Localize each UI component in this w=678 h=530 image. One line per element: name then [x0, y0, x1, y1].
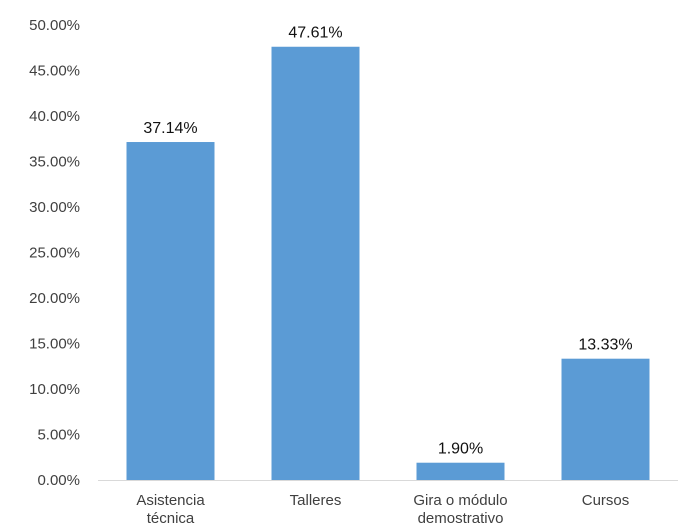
bars: [126, 46, 650, 481]
x-category-label: Gira o módulo: [413, 492, 507, 509]
data-labels: 37.14% 47.61% 1.90% 13.33%: [143, 25, 632, 458]
y-tick-label: 45.00%: [29, 63, 80, 80]
y-tick-label: 50.00%: [29, 17, 80, 34]
y-tick-label: 25.00%: [29, 245, 80, 262]
y-tick-label: 15.00%: [29, 336, 80, 353]
bar: [271, 46, 360, 481]
bar: [416, 462, 505, 480]
bar-value-label: 37.14%: [143, 120, 197, 137]
y-tick-label: 30.00%: [29, 199, 80, 216]
x-category-label: Talleres: [290, 492, 342, 509]
bar: [126, 142, 215, 480]
bar: [561, 358, 650, 480]
x-category-label: demostrativo: [418, 510, 504, 527]
y-tick-label: 20.00%: [29, 290, 80, 307]
bar-value-label: 13.33%: [578, 337, 632, 354]
x-category-label: Cursos: [582, 492, 630, 509]
y-tick-label: 5.00%: [37, 427, 80, 444]
bar-value-label: 1.90%: [438, 441, 483, 458]
bar-value-label: 47.61%: [288, 25, 342, 42]
x-category-label: técnica: [147, 510, 195, 527]
y-tick-label: 10.00%: [29, 381, 80, 398]
y-axis-tick-labels: 0.00% 5.00% 10.00% 15.00% 20.00% 25.00% 30.00%…: [29, 17, 80, 489]
y-tick-label: 40.00%: [29, 108, 80, 125]
x-category-label: Asistencia: [136, 492, 205, 509]
y-tick-label: 35.00%: [29, 154, 80, 171]
y-tick-label: 0.00%: [37, 472, 80, 489]
